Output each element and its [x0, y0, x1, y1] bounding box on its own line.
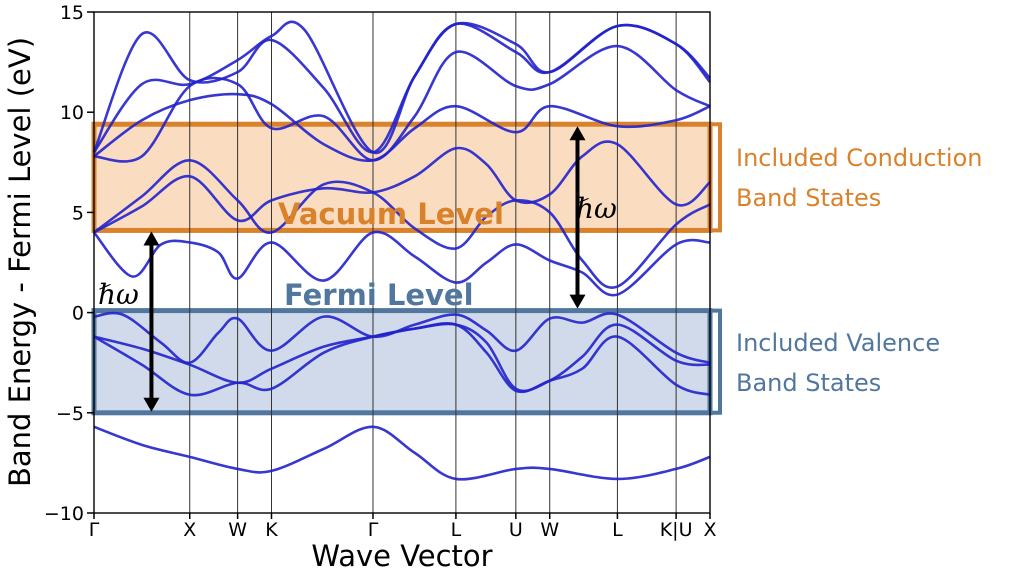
- y-axis-title: Band Energy - Fermi Level (eV): [3, 37, 37, 487]
- transition-arrow-2: [569, 126, 586, 309]
- x-tick-label: U: [509, 519, 523, 541]
- band-rectangles: [91, 121, 722, 416]
- band-line-11: [92, 20, 711, 155]
- x-tick-label: L: [451, 519, 462, 541]
- valence-label-line2: Band States: [736, 369, 881, 397]
- x-tick-label: Γ: [368, 519, 379, 541]
- x-axis-title: Wave Vector: [311, 539, 492, 573]
- y-tick-label: −10: [44, 503, 84, 525]
- hbar-omega-label-right: ℏω: [576, 192, 617, 225]
- x-tick-label: X: [703, 519, 716, 541]
- band-lines: [92, 20, 712, 481]
- y-tick-label: 0: [72, 303, 84, 325]
- y-tick-label: −5: [56, 403, 84, 425]
- band-line-5: [92, 230, 711, 297]
- band-line-6: [93, 158, 711, 289]
- vacuum-level-label: Vacuum Level: [278, 197, 504, 231]
- fermi-level-label: Fermi Level: [284, 278, 474, 312]
- x-tick-label: W: [540, 519, 559, 541]
- valence-label-line1: Included Valence: [736, 329, 940, 357]
- y-tick-label: 5: [72, 202, 84, 224]
- conduction-label-line2: Band States: [736, 184, 881, 212]
- transition-arrow-1: [143, 231, 160, 412]
- x-tick-label: K: [265, 519, 278, 541]
- band-line-4: [93, 321, 711, 397]
- band-line-7: [93, 140, 711, 234]
- band-line-1: [93, 425, 711, 481]
- y-tick-label: 15: [60, 2, 84, 24]
- x-tick-label: K|U: [660, 519, 693, 541]
- hbar-omega-label-left: ℏω: [98, 278, 139, 311]
- valence-band-box-bracket: [710, 308, 722, 415]
- band-line-9: [93, 92, 711, 163]
- conduction-label-line1: Included Conduction: [736, 144, 983, 172]
- k-point-gridlines: [189, 12, 677, 513]
- y-tick-label: 10: [60, 102, 84, 124]
- conduction-band-box-bracket: [710, 122, 722, 233]
- x-tick-label: X: [183, 519, 196, 541]
- x-tick-label: Γ: [89, 519, 100, 541]
- x-tick-label: W: [228, 519, 247, 541]
- transition-arrows: [143, 126, 586, 412]
- x-tick-label: L: [612, 519, 623, 541]
- plot-frame: [93, 11, 711, 514]
